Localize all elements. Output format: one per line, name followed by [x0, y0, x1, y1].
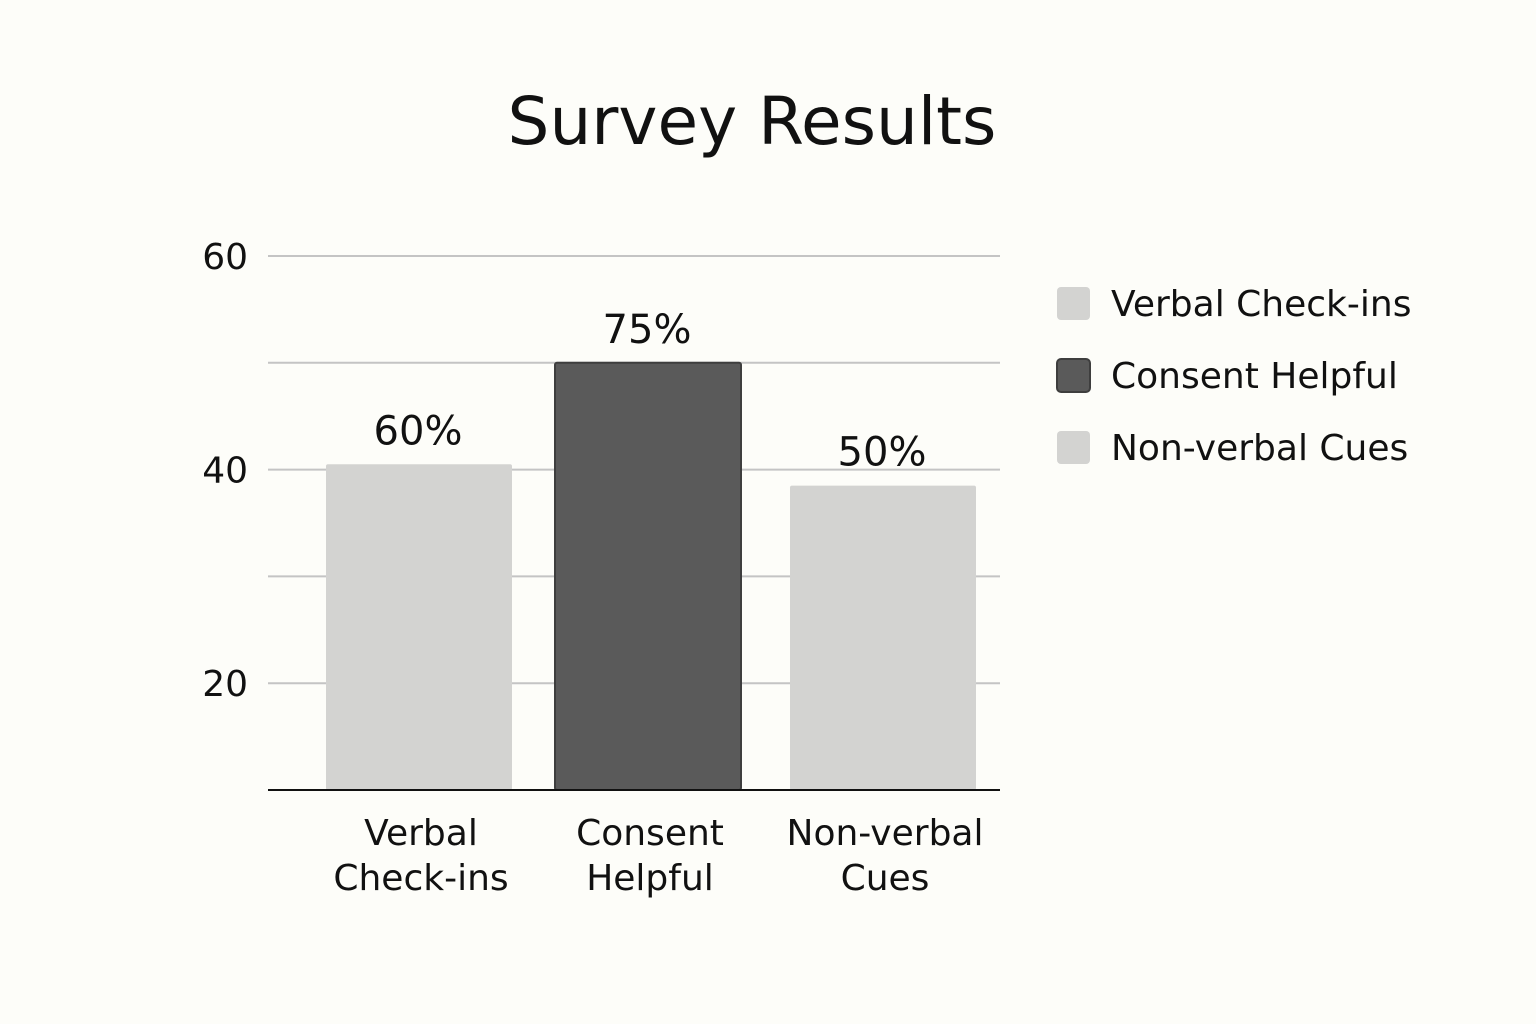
legend: Verbal Check-ins Consent Helpful Non-verba…	[1056, 284, 1411, 469]
y-tick-label-20: 20	[202, 664, 248, 705]
legend-swatch-2	[1057, 431, 1090, 464]
bars	[326, 361, 976, 791]
x-category-label-0-line-0: Verbal	[364, 813, 478, 854]
legend-label-2: Non-verbal Cues	[1111, 428, 1408, 469]
x-category-label-2-line-0: Non-verbal	[787, 813, 984, 854]
data-label-2: 50%	[838, 430, 927, 476]
legend-label-1: Consent Helpful	[1111, 356, 1398, 397]
chart-title: Survey Results	[508, 83, 997, 160]
data-labels: 60% 75% 50%	[374, 307, 927, 476]
y-tick-label-60: 60	[202, 237, 248, 278]
x-category-label-1-line-0: Consent	[576, 813, 724, 854]
bar-1	[554, 361, 742, 791]
bar-0	[326, 464, 512, 790]
data-label-0: 60%	[374, 408, 463, 454]
x-category-label-2-line-1: Cues	[841, 858, 930, 899]
legend-label-0: Verbal Check-ins	[1111, 284, 1411, 325]
data-label-1: 75%	[603, 307, 692, 353]
x-category-label-0-line-1: Check-ins	[333, 858, 508, 899]
bar-2	[790, 485, 976, 790]
y-tick-label-40: 40	[202, 451, 248, 492]
x-category-label-1-line-1: Helpful	[586, 858, 714, 899]
legend-swatch-1	[1056, 358, 1091, 393]
y-axis-ticks: 20 40 60	[202, 237, 248, 705]
legend-swatch-0	[1057, 287, 1090, 320]
